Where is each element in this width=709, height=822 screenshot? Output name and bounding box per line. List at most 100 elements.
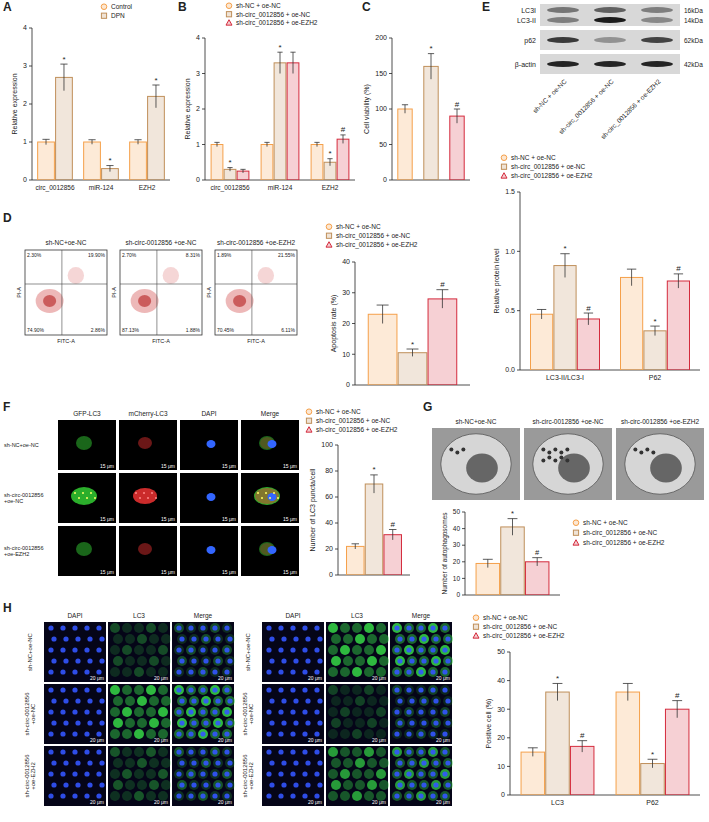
column-label: GFP-LC3 bbox=[73, 410, 101, 417]
y-axis bbox=[355, 262, 356, 385]
error-bar bbox=[63, 64, 64, 91]
scale-label: 20 μm bbox=[436, 799, 450, 805]
tick bbox=[389, 109, 392, 110]
cell-signal bbox=[440, 685, 450, 695]
nucleus bbox=[290, 731, 295, 736]
nucleus bbox=[418, 625, 423, 630]
cell-signal bbox=[146, 623, 156, 633]
legend-marker bbox=[226, 3, 232, 9]
error-bar bbox=[412, 349, 413, 356]
cell-signal bbox=[331, 718, 341, 728]
plot-frame bbox=[215, 250, 297, 335]
error-bar bbox=[442, 290, 443, 308]
tick bbox=[517, 251, 520, 252]
cell-signal bbox=[225, 634, 235, 644]
error-cap bbox=[560, 253, 569, 254]
tick bbox=[202, 144, 205, 145]
cell-signal bbox=[201, 696, 211, 706]
tick bbox=[389, 38, 392, 39]
cell-cluster bbox=[131, 289, 159, 313]
tick bbox=[462, 595, 465, 596]
cell-signal bbox=[428, 707, 438, 717]
significance: # bbox=[586, 304, 591, 313]
cell-signal bbox=[328, 623, 338, 633]
cell-signal bbox=[367, 656, 377, 666]
error-bar bbox=[374, 475, 375, 493]
tick-label: 4 bbox=[196, 34, 200, 41]
scale-label: 20 μm bbox=[436, 737, 450, 743]
nucleus bbox=[75, 720, 80, 725]
nucleus bbox=[266, 793, 271, 798]
nucleus bbox=[290, 647, 295, 652]
legend: sh-NC + oe-NCsh-circ_0012856 + oe-NCsh-c… bbox=[326, 223, 418, 249]
nucleus bbox=[63, 698, 68, 703]
nucleus bbox=[75, 698, 80, 703]
nucleus bbox=[430, 669, 435, 674]
cell-signal bbox=[404, 707, 414, 717]
cell-signal bbox=[404, 667, 414, 677]
cell-signal bbox=[158, 623, 168, 633]
nucleus bbox=[290, 687, 295, 692]
nucleus bbox=[60, 669, 65, 674]
nucleus bbox=[302, 647, 307, 652]
tick-label: 40 bbox=[325, 519, 333, 526]
cell-signal bbox=[428, 685, 438, 695]
tick bbox=[389, 73, 392, 74]
nucleus bbox=[60, 647, 65, 652]
tick-label: 10 bbox=[453, 575, 461, 582]
cell-signal bbox=[177, 718, 187, 728]
cell-signal bbox=[379, 634, 389, 644]
cell-signal bbox=[186, 729, 196, 739]
nucleus bbox=[63, 720, 68, 725]
cell-signal bbox=[158, 707, 168, 717]
nucleus bbox=[278, 647, 283, 652]
error-bar bbox=[382, 305, 383, 323]
nucleus bbox=[179, 782, 184, 787]
tick bbox=[335, 471, 338, 472]
axis-title: FITC-A bbox=[152, 338, 170, 344]
cell-signal bbox=[213, 634, 223, 644]
legend-label: sh-NC + oe-NC bbox=[316, 408, 361, 415]
cell-signal bbox=[407, 696, 417, 706]
column-label: DAPI bbox=[285, 612, 300, 619]
nucleus bbox=[48, 625, 53, 630]
nucleus bbox=[84, 625, 89, 630]
cell-signal bbox=[161, 656, 171, 666]
error-cap bbox=[627, 269, 636, 270]
error-bar bbox=[457, 109, 458, 123]
legend-marker bbox=[101, 4, 107, 10]
nucleus bbox=[409, 658, 414, 663]
legend-label: sh-circ_0012856 + oe-NC bbox=[483, 623, 558, 631]
nucleus bbox=[72, 625, 77, 630]
cell-signal bbox=[404, 791, 414, 801]
legend-label: sh-NC + oe-NC bbox=[336, 223, 381, 230]
significance: # bbox=[341, 125, 346, 134]
tick bbox=[202, 180, 205, 181]
nucleus bbox=[99, 658, 104, 663]
row-label-group: sh-NC+oe-NC bbox=[27, 632, 33, 671]
flow-plots: sh-NC+oe-NC2.30%19.90%74.90%2.86%PI-AFIT… bbox=[16, 239, 297, 344]
cell-signal bbox=[122, 685, 132, 695]
nucleus bbox=[650, 454, 682, 483]
nucleus bbox=[278, 771, 283, 776]
nucleus bbox=[96, 709, 101, 714]
cell-signal bbox=[352, 791, 362, 801]
quadrant-label: 70.45% bbox=[217, 327, 235, 333]
nucleus bbox=[72, 687, 77, 692]
image-title: sh-circ-0012856 +oe-NC bbox=[533, 418, 604, 425]
cell-signal bbox=[416, 685, 426, 695]
cell-signal bbox=[134, 685, 144, 695]
legend-label: Control bbox=[111, 3, 133, 10]
legend-label: sh-circ_0012856 + oe-NC bbox=[511, 163, 586, 171]
cell-signal bbox=[186, 623, 196, 633]
puncta bbox=[94, 497, 96, 499]
nucleus bbox=[281, 636, 286, 641]
panel-letter: B bbox=[178, 0, 187, 14]
cell-signal bbox=[113, 758, 123, 768]
nucleus bbox=[269, 720, 274, 725]
error-bar bbox=[582, 741, 583, 752]
nucleus bbox=[224, 749, 229, 754]
vesicle bbox=[559, 456, 563, 460]
tick bbox=[517, 370, 520, 371]
cell-signal bbox=[138, 543, 152, 555]
